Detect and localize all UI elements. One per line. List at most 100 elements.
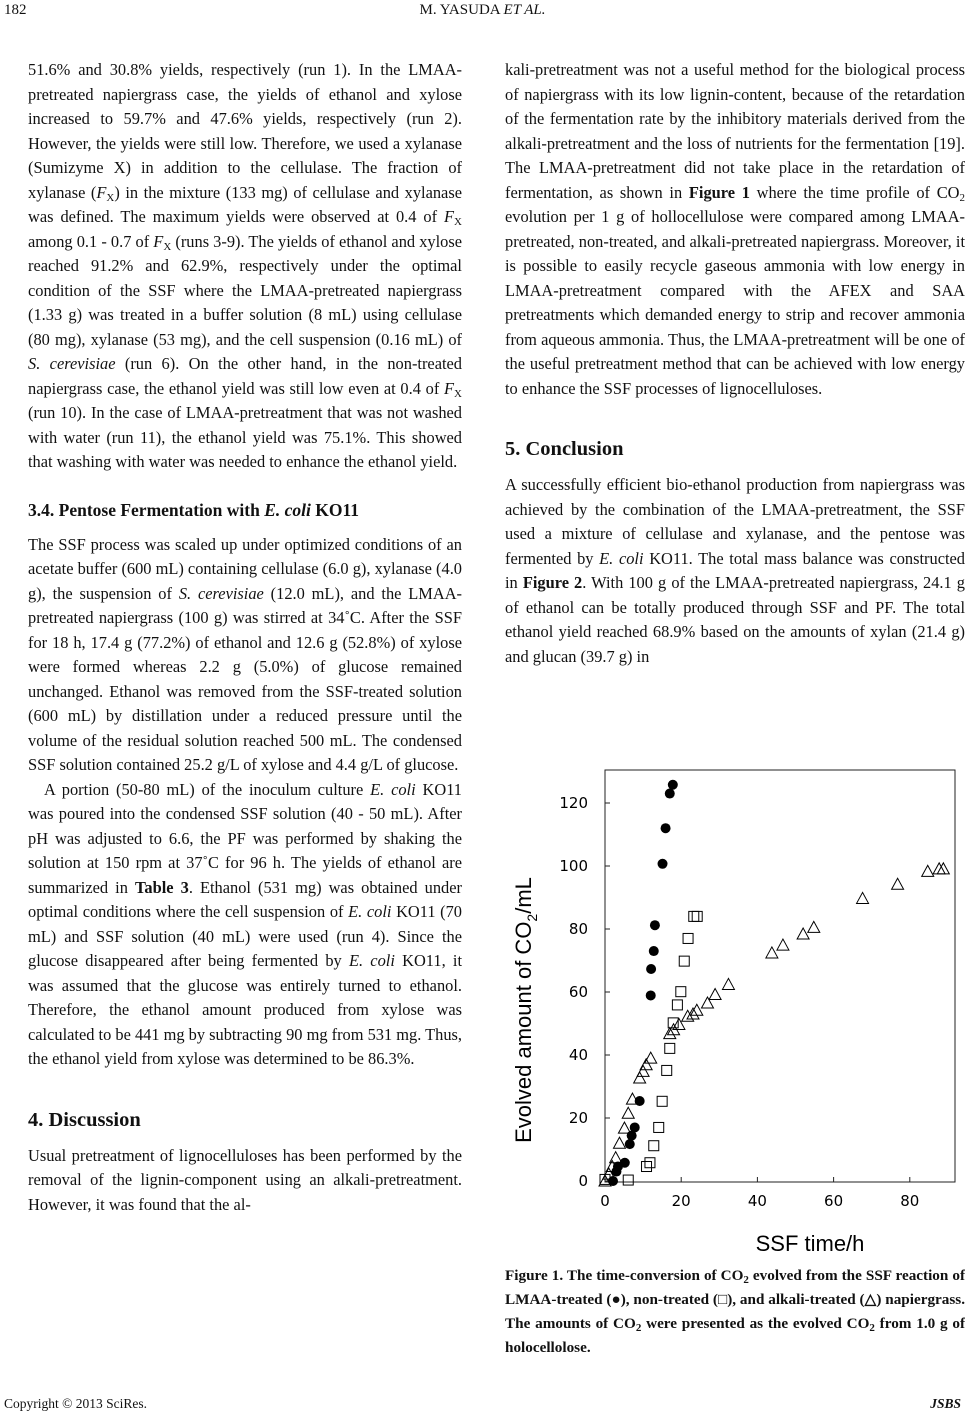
left-column: 51.6% and 30.8% yields, respectively (ru… [28,58,462,1217]
lmaa-point [664,788,675,799]
lmaa-point [645,990,656,1001]
x-tick-label: 80 [900,1192,919,1210]
text-run: A successfully efficient bio-ethanol pro… [505,475,965,568]
alkali-point [662,1026,677,1040]
lmaa-point [629,1122,640,1133]
text-run: where the time profile of CO [749,182,960,202]
footer-copyright: Copyright © 2013 SciRes. [4,1396,148,1411]
alkali-point [765,945,779,959]
subscript: 2 [869,1322,875,1334]
italic-text: S. cerevisiae [28,354,116,373]
non-treated-point [688,910,700,922]
alkali-point [632,1070,647,1084]
bold-text: Table 3 [134,877,189,897]
text-run: Figure 1. The time-conversion of CO [505,1267,744,1284]
header-authors: M. YASUDA [419,2,504,18]
italic-text: F [153,231,164,251]
alkali-point [612,1136,627,1149]
alkali-point [598,1173,612,1187]
lmaa-point [634,1095,645,1106]
x-tick-label: 60 [824,1192,843,1210]
x-tick-label: 40 [748,1192,767,1210]
italic-text: F [444,378,455,398]
subscript: X [454,216,462,228]
text-run: 51.6% and 30.8% yields, respectively (ru… [28,60,462,202]
page-number: 182 [4,2,27,18]
lmaa-point [660,823,671,834]
y-tick-label: 0 [578,1172,588,1190]
bold-text: Figure 1 [688,182,750,202]
text-run: KO11 (70 mL) and SSF solution (40 mL) we… [28,902,463,970]
text-run: (run 10). In the case of LMAA-pretreatme… [28,403,462,471]
alkali-point [936,861,951,875]
figure-caption: Figure 1. The time-conversion of CO2 evo… [505,1264,965,1360]
y-tick-label: 40 [569,1046,588,1064]
section-heading: 3.4. Pentose Fermentation with E. coli K… [28,498,462,522]
text-run: (runs 3-9). The yields of ethanol and xy… [28,231,462,349]
y-tick-label: 120 [559,794,588,812]
alkali-point [700,995,715,1009]
non-treated-point [661,1064,673,1076]
y-tick-label: 60 [569,983,588,1001]
non-treated-point [648,1140,660,1152]
text-run: A portion (50-80 mL) of the inoculum cul… [44,779,371,799]
italic-text: F [444,207,455,226]
lmaa-point [624,1139,635,1150]
alkali-point [689,1003,704,1016]
non-treated-point [653,1121,665,1133]
text-run: were presented as the evolved CO [641,1315,870,1332]
paragraph: 51.6% and 30.8% yields, respectively (ru… [28,58,462,475]
x-axis-label: SSF time/h [756,1231,865,1256]
alkali-point [920,864,935,877]
lmaa-point [619,1157,630,1168]
italic-text: E. coli [348,902,392,921]
y-tick-label: 80 [569,920,588,938]
lmaa-point [667,779,678,790]
text-run: (run 6). On the other hand, in the non-t… [28,354,462,398]
subscript: X [106,191,115,204]
non-treated-point [622,1174,634,1186]
y-tick-label: 100 [559,857,588,875]
non-treated-point [682,932,694,944]
text-run: (12.0 mL), and the LMAA-pretreated napie… [28,583,462,775]
text-run: . With 100 g of the LMAA-pretreated napi… [505,573,965,666]
non-treated-point [675,986,687,998]
bold-text: Figure 2 [522,573,583,592]
text-run: evolution per 1 g of hollocellulose were… [505,207,965,398]
alkali-point [708,987,722,1001]
lmaa-point [608,1176,619,1186]
text-run: KO11 [310,499,360,520]
alkali-point [617,1121,632,1134]
section-heading: 5. Conclusion [505,437,965,461]
alkali-point [621,1106,636,1119]
alkali-point [639,1057,653,1071]
alkali-point [672,1017,686,1030]
alkali-point [636,1064,650,1077]
x-tick-label: 0 [600,1192,610,1210]
alkali-point [601,1167,616,1180]
alkali-point [890,877,905,890]
alkali-point [806,920,821,933]
subscript: 2 [959,191,965,204]
text-run: 3.4. Pentose Fermentation with [28,499,265,520]
text-run: Usual pretreatment of lignocelluloses ha… [28,1145,462,1214]
non-treated-point [656,1095,668,1107]
y-tick-label: 20 [569,1109,588,1127]
header-et-al: ET AL. [503,2,546,18]
plot-frame [604,769,956,1183]
alkali-point [855,891,870,904]
italic-text: S. cerevisiae [178,583,264,603]
alkali-point [796,926,810,940]
x-tick-label: 20 [672,1192,691,1210]
text-run: The SSF process was scaled up under opti… [28,534,462,603]
subscript: 2 [743,1274,749,1286]
text-run: kali-pretreatment was not a useful metho… [505,60,965,202]
non-treated-point [644,1157,656,1169]
text-run: from 1.0 g of holocellolose. [505,1315,965,1356]
y-label-main: Evolved amount of CO [511,922,536,1143]
non-treated-point [678,955,690,967]
alkali-point [932,861,946,875]
paragraph: Usual pretreatment of lignocelluloses ha… [28,1144,462,1218]
non-treated-point [641,1161,653,1173]
footer-journal: JSBS [930,1396,961,1411]
